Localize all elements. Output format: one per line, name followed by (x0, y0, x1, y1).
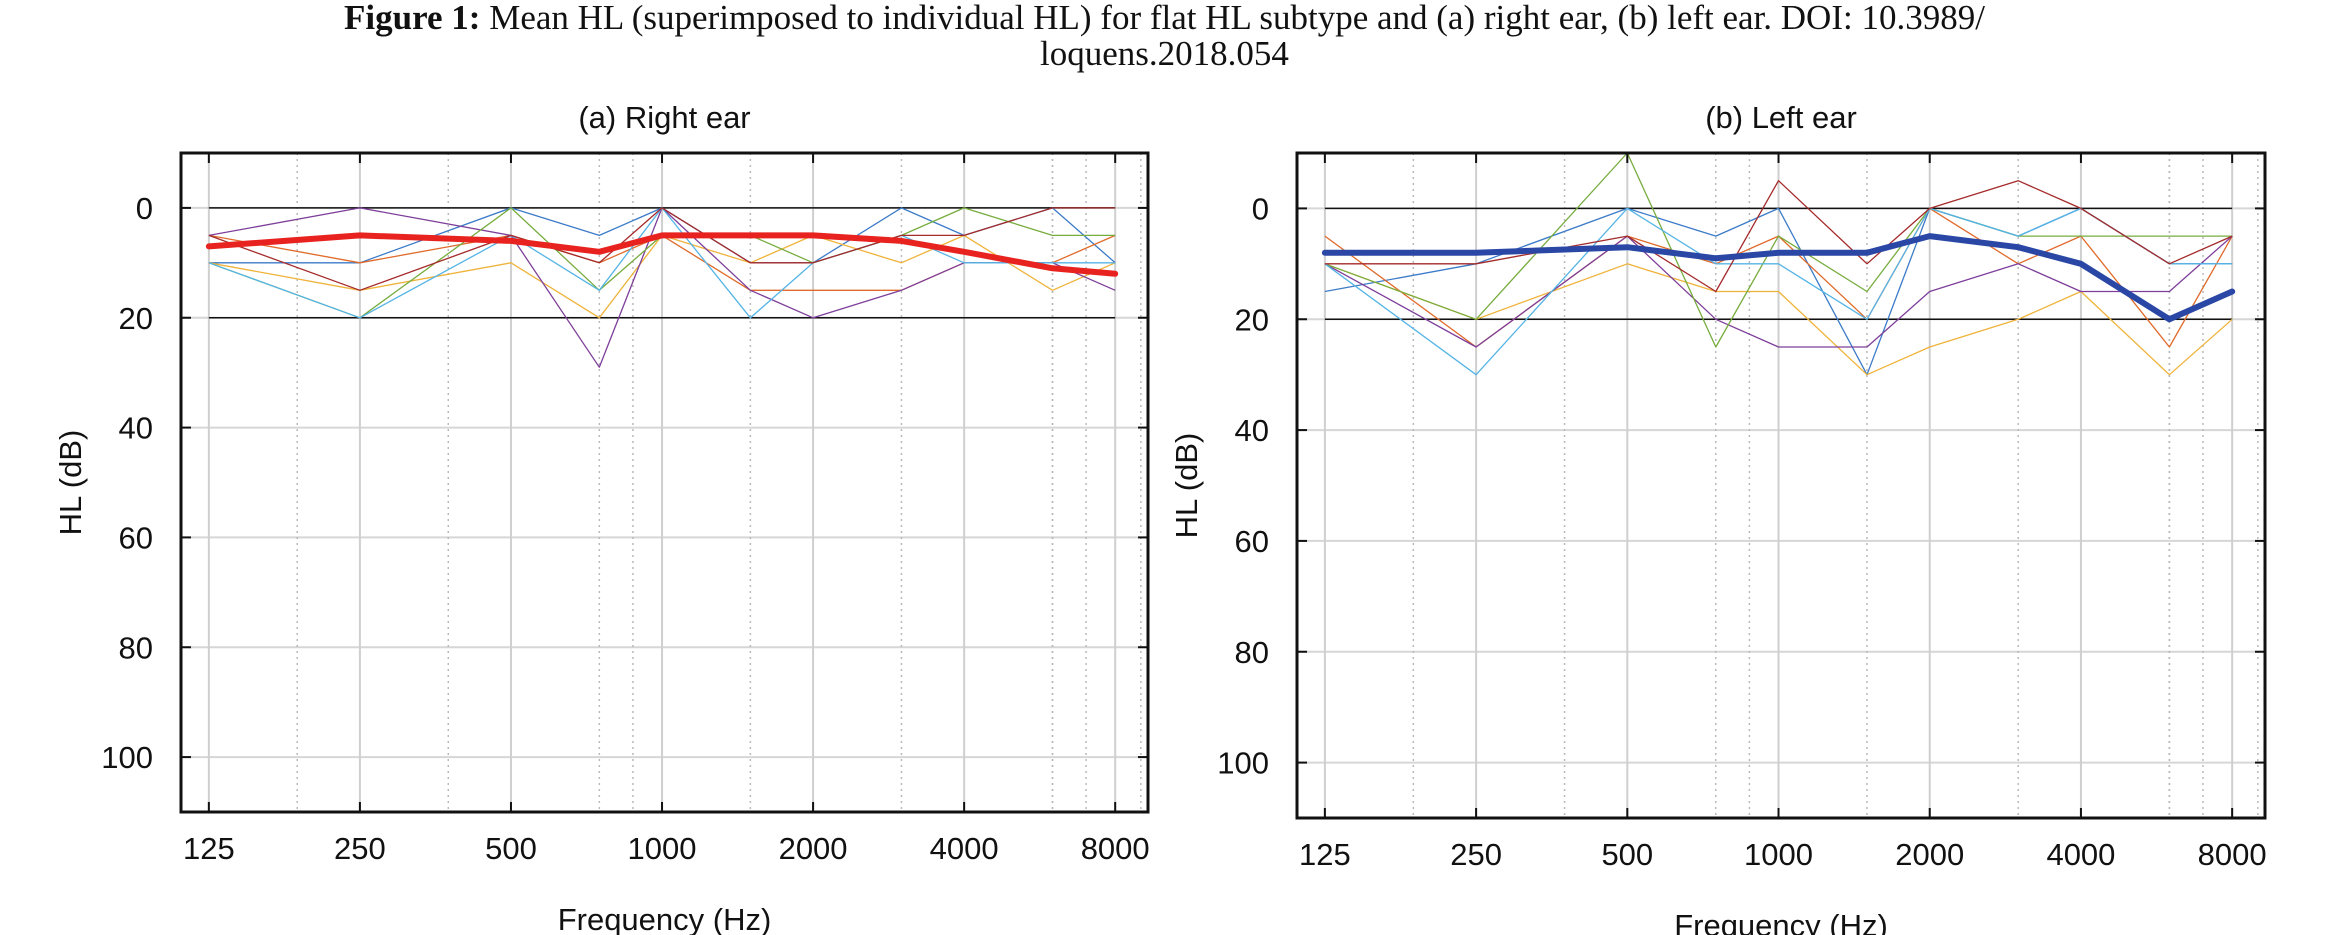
y-axis-label: HL (dB) (1169, 433, 1204, 539)
chart-right-ear: 0 20 40 60 80 100 125 250 500 1000 2000 4000 8000 (a)… (53, 100, 1150, 935)
caption-label: Figure 1: (344, 0, 481, 37)
individual-series-line (208, 207, 1116, 319)
y-tick-label: 40 (1235, 413, 1269, 448)
individual-series-line (1324, 263, 2233, 376)
plot-frame (1295, 151, 2267, 820)
x-tick-label: 8000 (1081, 831, 1150, 866)
x-tick-label: 2000 (779, 831, 848, 866)
individual-series-line (1324, 235, 2233, 348)
x-tick-label: 2000 (1895, 837, 1964, 872)
y-tick-label: 60 (1235, 524, 1269, 559)
mean-series-line (1321, 233, 2236, 323)
x-axis-label: Frequency (Hz) (558, 902, 772, 935)
y-tick-label: 0 (1252, 191, 1269, 226)
y-axis-label: HL (dB) (53, 430, 88, 536)
plot-frame (179, 151, 1150, 814)
x-tick-label: 1000 (1744, 837, 1813, 872)
caption-line-1: Figure 1: Mean HL (superimposed to indiv… (0, 0, 2329, 36)
x-tick-label: 125 (183, 831, 235, 866)
x-axis-label: Frequency (Hz) (1674, 908, 1888, 935)
x-tick-label: 125 (1299, 837, 1351, 872)
x-tick-label: 500 (485, 831, 537, 866)
mean-series-line (205, 232, 1119, 277)
x-tick-label: 4000 (2046, 837, 2115, 872)
caption-line-2: loquens.2018.054 (1040, 34, 1289, 73)
x-tick-label: 500 (1601, 837, 1653, 872)
caption-text: Mean HL (superimposed to individual HL) … (489, 0, 1985, 37)
chart-title: (b) Left ear (1705, 100, 1857, 135)
y-tick-label: 80 (119, 630, 153, 665)
individual-series-line (208, 207, 1116, 291)
y-tick-label: 80 (1235, 635, 1269, 670)
x-tick-label: 250 (1450, 837, 1502, 872)
y-tick-label: 60 (119, 520, 153, 555)
x-tick-label: 250 (334, 831, 386, 866)
individual-series-line (1324, 152, 2233, 348)
individual-series-line (1324, 180, 2233, 293)
chart-title: (a) Right ear (578, 100, 750, 135)
y-tick-label: 100 (101, 740, 153, 775)
x-tick-label: 1000 (628, 831, 697, 866)
y-tick-label: 40 (119, 411, 153, 446)
y-tick-label: 100 (1217, 746, 1269, 781)
y-tick-label: 20 (1235, 302, 1269, 337)
y-tick-label: 0 (136, 191, 153, 226)
x-tick-label: 8000 (2198, 837, 2267, 872)
x-tick-label: 4000 (930, 831, 999, 866)
chart-left-ear: 0 20 40 60 80 100 125 250 500 1000 2000 4000 8000 (b)… (1169, 100, 2267, 935)
figure-caption: Figure 1: Mean HL (superimposed to indiv… (0, 0, 2329, 72)
y-tick-label: 20 (119, 301, 153, 336)
